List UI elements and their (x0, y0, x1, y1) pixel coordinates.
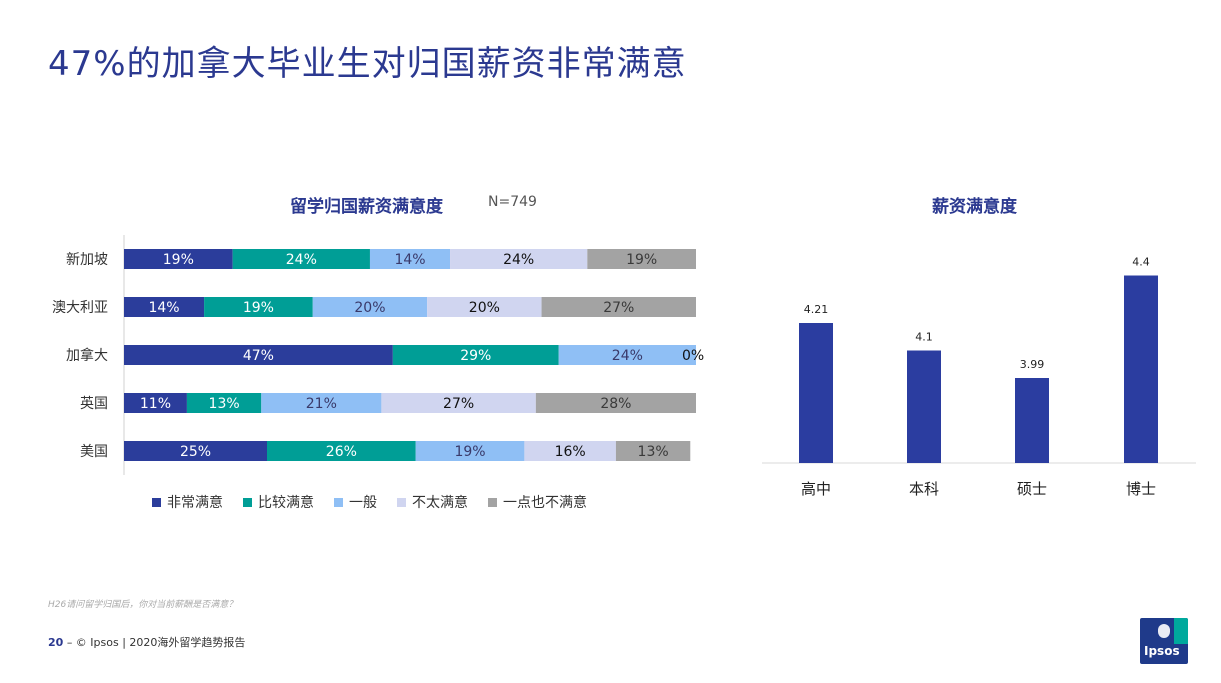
logo-mark-shape (1158, 624, 1170, 638)
stacked-chart-legend: 非常满意 比较满意 一般 不太满意 一点也不满意 (152, 492, 587, 512)
legend-label-3: 一般 (349, 495, 377, 511)
column-bar-3 (1015, 378, 1049, 463)
data-label-3-4: 0% (682, 348, 704, 364)
bar-segment-5-4 (524, 441, 616, 461)
category-label-4: 英国 (80, 395, 108, 412)
bar-segment-2-1 (124, 297, 205, 317)
data-label-3-2: 29% (460, 348, 491, 364)
column-chart-title: 薪资满意度 (932, 197, 1017, 217)
stacked-chart-title: 留学归国薪资满意度 (290, 197, 443, 217)
data-label-5-1: 25% (180, 444, 211, 460)
legend-label-4: 不太满意 (412, 495, 468, 511)
column-value-label-4: 4.4 (1132, 256, 1150, 269)
legend-swatch-4 (397, 497, 406, 507)
column-value-label-1: 4.21 (804, 303, 829, 316)
column-value-label-2: 4.1 (915, 331, 933, 344)
legend-item-3: 一般 (334, 492, 377, 512)
page-footer: 20 – © Ipsos | 2020海外留学趋势报告 (48, 634, 245, 650)
data-label-2-1: 14% (148, 300, 179, 316)
bar-segment-1-4 (450, 249, 588, 269)
data-label-5-4: 16% (555, 444, 586, 460)
category-label-5: 美国 (80, 444, 108, 460)
data-label-4-2: 13% (209, 396, 240, 412)
data-label-2-4: 20% (469, 300, 500, 316)
bar-segment-5-1 (124, 441, 267, 461)
data-label-5-5: 13% (638, 444, 669, 460)
column-category-label-3: 硕士 (1017, 480, 1047, 498)
data-label-1-1: 19% (163, 252, 194, 268)
legend-swatch-5 (488, 497, 497, 507)
legend-label-5: 一点也不满意 (503, 495, 587, 511)
bar-segment-2-3 (312, 297, 428, 317)
column-bar-2 (907, 350, 941, 463)
data-label-1-2: 24% (286, 252, 317, 268)
bar-segment-2-4 (427, 297, 542, 317)
data-label-1-3: 14% (394, 252, 425, 268)
stacked-chart-sample-size: N=749 (488, 194, 537, 210)
bar-segment-3-2 (392, 345, 559, 365)
logo-text: Ipsos (1144, 644, 1180, 658)
legend-swatch-1 (152, 497, 161, 507)
data-label-5-2: 26% (326, 444, 357, 460)
bar-segment-1-3 (369, 249, 451, 269)
data-label-3-1: 47% (243, 348, 274, 364)
bar-segment-5-5 (615, 441, 691, 461)
data-label-3-3: 24% (612, 348, 643, 364)
legend-label-1: 非常满意 (167, 495, 223, 511)
data-label-1-5: 19% (626, 252, 657, 268)
data-label-2-3: 20% (354, 300, 385, 316)
data-label-5-3: 19% (454, 444, 485, 460)
column-category-label-1: 高中 (801, 480, 831, 498)
column-bar-4 (1124, 275, 1158, 463)
data-label-4-1: 11% (140, 396, 171, 412)
data-label-4-5: 28% (600, 396, 631, 412)
data-label-2-2: 19% (243, 300, 274, 316)
legend-item-2: 比较满意 (243, 492, 314, 512)
bar-segment-4-3 (261, 393, 382, 413)
column-bar-1 (799, 323, 833, 463)
bar-segment-4-5 (535, 393, 696, 413)
bar-segment-1-5 (587, 249, 696, 269)
bar-segment-1-1 (124, 249, 233, 269)
bar-segment-5-3 (415, 441, 525, 461)
bar-segment-2-2 (204, 297, 313, 317)
bar-segment-4-4 (381, 393, 536, 413)
logo-tab-shape (1174, 618, 1188, 644)
data-label-4-3: 21% (306, 396, 337, 412)
legend-item-1: 非常满意 (152, 492, 223, 512)
bar-segment-3-1 (124, 345, 393, 365)
survey-question-note: H26请问留学归国后，你对当前薪酬是否满意？ (48, 600, 238, 610)
data-label-4-4: 27% (443, 396, 474, 412)
column-category-label-4: 博士 (1126, 480, 1156, 498)
ipsos-logo: Ipsos (1140, 618, 1188, 664)
data-label-1-4: 24% (503, 252, 534, 268)
page-number: 20 (48, 636, 64, 649)
bar-segment-1-2 (232, 249, 370, 269)
bar-segment-4-2 (186, 393, 262, 413)
column-value-label-3: 3.99 (1020, 358, 1045, 371)
page-title: 47%的加拿大毕业生对归国薪资非常满意 (48, 44, 687, 84)
bar-segment-5-2 (267, 441, 416, 461)
data-label-2-5: 27% (603, 300, 634, 316)
category-label-3: 加拿大 (66, 347, 108, 364)
bar-segment-3-3 (558, 345, 696, 365)
footer-copyright: – © Ipsos | 2020海外留学趋势报告 (66, 636, 246, 649)
category-label-1: 新加坡 (66, 252, 108, 268)
legend-item-4: 不太满意 (397, 492, 468, 512)
legend-label-2: 比较满意 (258, 495, 314, 511)
legend-swatch-2 (243, 497, 252, 507)
legend-item-5: 一点也不满意 (488, 492, 587, 512)
column-category-label-2: 本科 (909, 480, 939, 498)
category-label-2: 澳大利亚 (52, 300, 108, 316)
legend-swatch-3 (334, 497, 343, 507)
bar-segment-4-1 (124, 393, 187, 413)
bar-segment-2-5 (541, 297, 696, 317)
